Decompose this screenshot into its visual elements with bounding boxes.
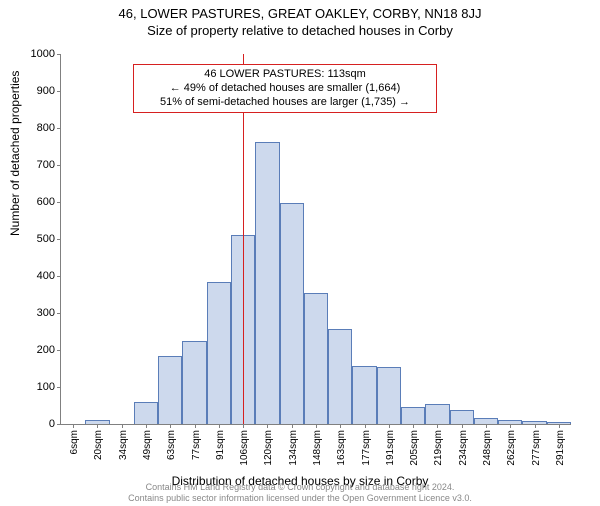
y-tick-label: 500 — [15, 233, 55, 245]
y-tick-mark — [57, 202, 61, 203]
x-tick-label: 191sqm — [385, 430, 396, 466]
x-tick-label: 6sqm — [69, 430, 80, 454]
x-tick-mark — [437, 424, 438, 428]
annotation-box: 46 LOWER PASTURES: 113sqm← 49% of detach… — [133, 64, 437, 113]
x-tick-label: 34sqm — [118, 430, 129, 460]
x-tick-label: 20sqm — [93, 430, 104, 460]
plot-area: 010020030040050060070080090010006sqm20sq… — [60, 54, 571, 425]
histogram-bar — [158, 356, 182, 424]
annotation-line: ← 49% of detached houses are smaller (1,… — [140, 82, 430, 96]
y-tick-label: 0 — [15, 418, 55, 430]
x-tick-label: 106sqm — [239, 430, 250, 466]
y-tick-mark — [57, 424, 61, 425]
y-tick-mark — [57, 165, 61, 166]
x-tick-mark — [559, 424, 560, 428]
histogram-bar — [207, 282, 231, 424]
y-tick-label: 900 — [15, 85, 55, 97]
x-tick-mark — [195, 424, 196, 428]
histogram-bar — [450, 410, 474, 424]
histogram-bar — [134, 402, 158, 424]
x-tick-label: 148sqm — [312, 430, 323, 466]
x-tick-label: 49sqm — [142, 430, 153, 460]
histogram-bar — [304, 293, 328, 424]
y-tick-label: 200 — [15, 344, 55, 356]
x-tick-mark — [389, 424, 390, 428]
y-tick-label: 100 — [15, 381, 55, 393]
x-tick-mark — [316, 424, 317, 428]
annotation-line: 46 LOWER PASTURES: 113sqm — [140, 68, 430, 82]
x-tick-label: 291sqm — [555, 430, 566, 466]
x-tick-mark — [73, 424, 74, 428]
x-tick-mark — [267, 424, 268, 428]
y-tick-label: 300 — [15, 307, 55, 319]
y-tick-mark — [57, 239, 61, 240]
x-tick-mark — [219, 424, 220, 428]
histogram-bar — [255, 142, 279, 424]
x-tick-mark — [97, 424, 98, 428]
x-tick-mark — [486, 424, 487, 428]
histogram-bar — [280, 203, 304, 424]
y-tick-label: 700 — [15, 159, 55, 171]
chart-title-main: 46, LOWER PASTURES, GREAT OAKLEY, CORBY,… — [0, 6, 600, 21]
histogram-bar — [377, 367, 401, 424]
x-tick-mark — [146, 424, 147, 428]
x-tick-label: 205sqm — [409, 430, 420, 466]
x-tick-mark — [365, 424, 366, 428]
annotation-line: 51% of semi-detached houses are larger (… — [140, 96, 430, 110]
histogram-bar — [182, 341, 206, 424]
x-tick-mark — [170, 424, 171, 428]
chart-area: 010020030040050060070080090010006sqm20sq… — [60, 54, 570, 424]
histogram-bar — [328, 329, 352, 424]
y-tick-mark — [57, 128, 61, 129]
y-tick-label: 1000 — [15, 48, 55, 60]
x-tick-mark — [292, 424, 293, 428]
chart-title-sub: Size of property relative to detached ho… — [0, 23, 600, 38]
y-tick-mark — [57, 313, 61, 314]
x-tick-mark — [535, 424, 536, 428]
y-tick-mark — [57, 350, 61, 351]
x-tick-label: 234sqm — [458, 430, 469, 466]
histogram-bar — [352, 366, 376, 424]
x-tick-label: 63sqm — [166, 430, 177, 460]
x-tick-label: 77sqm — [191, 430, 202, 460]
y-tick-mark — [57, 276, 61, 277]
x-tick-mark — [510, 424, 511, 428]
histogram-bar — [401, 407, 425, 424]
y-tick-mark — [57, 91, 61, 92]
x-tick-label: 177sqm — [361, 430, 372, 466]
x-tick-label: 120sqm — [263, 430, 274, 466]
x-tick-label: 219sqm — [433, 430, 444, 466]
y-tick-label: 400 — [15, 270, 55, 282]
x-tick-label: 248sqm — [482, 430, 493, 466]
footer-line-1: Contains HM Land Registry data © Crown c… — [0, 482, 600, 493]
x-tick-mark — [243, 424, 244, 428]
x-tick-label: 91sqm — [215, 430, 226, 460]
x-tick-mark — [413, 424, 414, 428]
footer-attribution: Contains HM Land Registry data © Crown c… — [0, 482, 600, 504]
y-tick-mark — [57, 387, 61, 388]
x-tick-label: 163sqm — [336, 430, 347, 466]
y-tick-label: 800 — [15, 122, 55, 134]
x-tick-label: 262sqm — [506, 430, 517, 466]
footer-line-2: Contains public sector information licen… — [0, 493, 600, 504]
x-tick-label: 277sqm — [531, 430, 542, 466]
x-tick-mark — [462, 424, 463, 428]
y-tick-mark — [57, 54, 61, 55]
histogram-bar — [425, 404, 449, 424]
x-tick-label: 134sqm — [288, 430, 299, 466]
y-tick-label: 600 — [15, 196, 55, 208]
x-tick-mark — [340, 424, 341, 428]
x-tick-mark — [122, 424, 123, 428]
